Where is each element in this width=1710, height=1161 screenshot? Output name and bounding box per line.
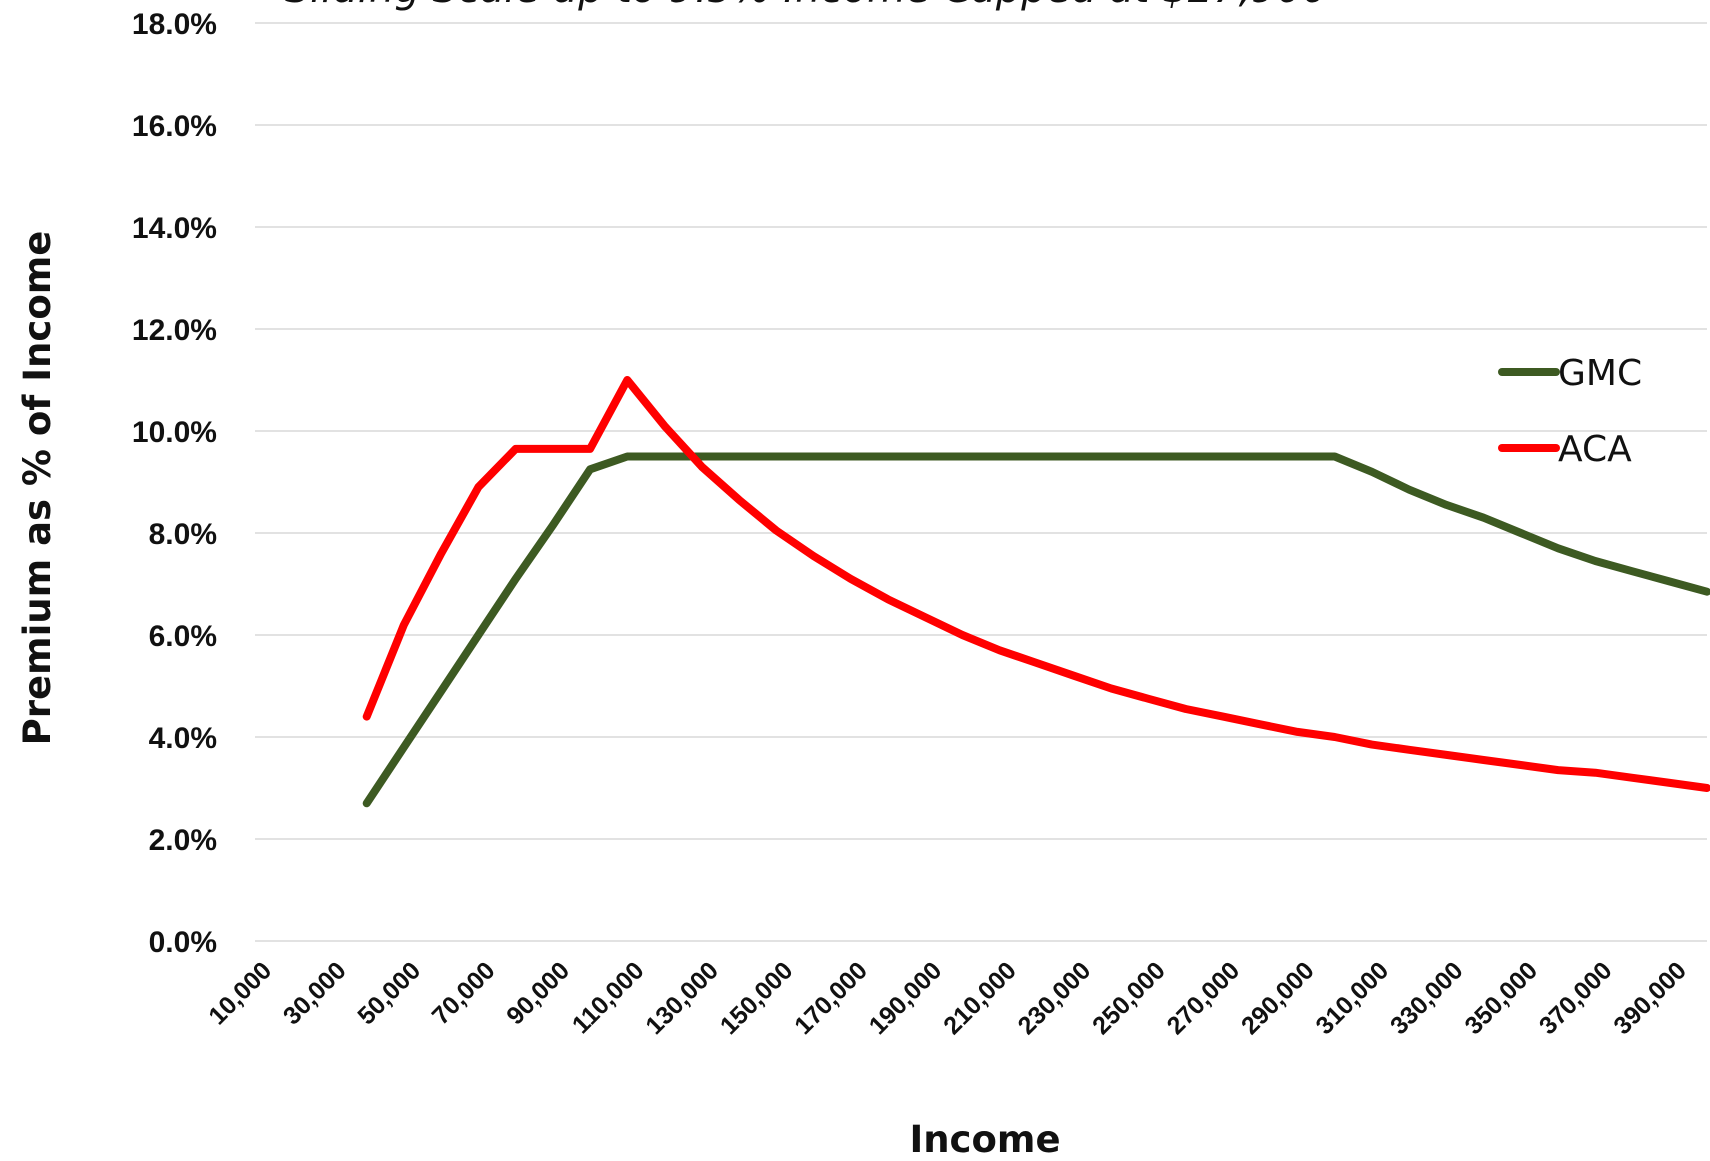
x-tick-label: 150,000 [715,956,799,1040]
x-tick-label: 170,000 [789,956,873,1040]
legend: GMC ACA [1498,353,1642,470]
x-tick-label: 10,000 [203,956,277,1030]
y-tick-label: 16.0% [132,110,217,143]
x-tick-label: 370,000 [1534,956,1618,1040]
x-axis-ticks: 10,000 30,000 50,000 70,000 90,000110,000130… [203,956,1692,1040]
y-tick-label: 6.0% [149,620,217,653]
x-tick-label: 390,000 [1608,956,1692,1040]
series-line-gmc [362,452,1710,808]
gridlines [255,22,1707,942]
x-tick-label: 250,000 [1087,956,1171,1040]
x-tick-label: 190,000 [864,956,948,1040]
y-tick-label: 2.0% [149,824,217,857]
y-tick-label: 4.0% [149,722,217,755]
y-tick-label: 12.0% [132,314,217,347]
y-tick-label: 14.0% [132,212,217,245]
y-tick-label: 8.0% [149,518,217,551]
x-tick-label: 290,000 [1236,956,1320,1040]
y-tick-label: 18.0% [132,8,217,41]
x-tick-label: 130,000 [640,956,724,1040]
y-tick-label: 0.0% [149,926,217,959]
x-tick-label: 230,000 [1013,956,1097,1040]
series-line-aca [362,376,1710,792]
x-axis-title: Income [909,1118,1060,1161]
x-tick-label: 110,000 [567,956,650,1039]
y-tick-label: 10.0% [132,416,217,449]
x-tick-label: 50,000 [352,956,426,1030]
x-tick-label: 90,000 [501,956,575,1030]
x-tick-label: 350,000 [1459,956,1543,1040]
y-axis-ticks: 0.0% 2.0% 4.0% 6.0% 8.0% 10.0% 12.0% 14.0% 16.0%… [132,8,217,959]
x-tick-label: 210,000 [938,956,1022,1040]
x-tick-label: 310,000 [1310,956,1394,1040]
x-tick-label: 30,000 [278,956,352,1030]
series-lines [362,376,1710,808]
y-axis-title: Premium as % of Income [16,231,59,746]
legend-label-aca: ACA [1558,429,1632,470]
chart-title: Sliding Scale up to 9.5% Income Capped a… [285,0,1328,12]
x-tick-label: 270,000 [1162,956,1246,1040]
x-tick-label: 330,000 [1385,956,1469,1040]
legend-label-gmc: GMC [1558,353,1642,394]
x-tick-label: 70,000 [427,956,501,1030]
